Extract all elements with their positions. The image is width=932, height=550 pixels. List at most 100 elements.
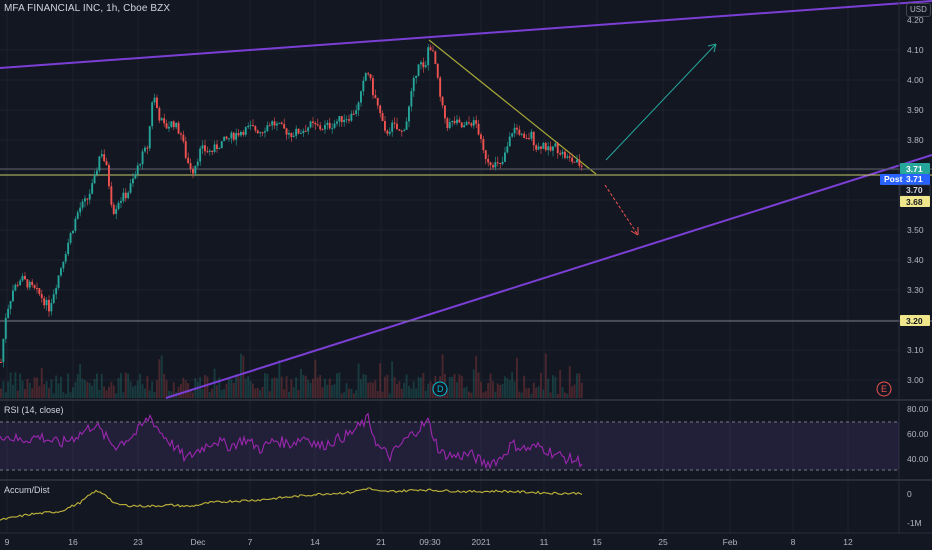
candle-body (72, 230, 74, 234)
price-axis-label: 3.10 (907, 345, 924, 355)
candle-body (302, 130, 305, 134)
volume-bar (112, 385, 115, 398)
accum-dist-line[interactable] (0, 487, 583, 521)
volume-bar (463, 388, 466, 398)
downtrend-line[interactable] (428, 39, 597, 175)
volume-bar (554, 376, 557, 398)
candle-body (482, 138, 485, 151)
volume-bar (300, 368, 302, 398)
candle-body (530, 131, 533, 139)
candle-body (453, 120, 456, 124)
volume-bar (266, 373, 269, 398)
channel-lower-line[interactable] (165, 154, 932, 399)
volume-bar (504, 376, 506, 398)
volume-bar (364, 374, 367, 398)
candle-body (187, 157, 190, 164)
earnings-marker[interactable]: E (876, 381, 892, 397)
volume-bar (388, 393, 391, 398)
candle-body (487, 159, 490, 163)
time-axis-label: Dec (190, 537, 206, 547)
candle-body (477, 123, 480, 135)
volume-bar (540, 372, 542, 398)
accum-axis-label: -1M (907, 518, 922, 528)
volume-bar (297, 390, 300, 398)
volume-bar (86, 381, 89, 398)
candle-body (295, 128, 298, 136)
candle-body (283, 124, 286, 129)
candle-body (372, 78, 374, 96)
volume-bar (254, 388, 257, 398)
currency-badge[interactable]: USD (906, 3, 931, 17)
volume-bar (398, 381, 401, 398)
candle-body (405, 121, 408, 130)
candle-body (64, 254, 67, 262)
dividend-marker[interactable]: D (432, 381, 448, 397)
volume-bar (523, 375, 526, 398)
volume-bar (88, 382, 91, 398)
volume-bar (153, 391, 156, 398)
candle-body (50, 303, 53, 312)
channel-upper-line[interactable] (0, 0, 932, 69)
volume-bar (566, 393, 569, 398)
candle-body (45, 299, 48, 306)
volume-bar (132, 386, 134, 398)
candle-body (120, 200, 122, 203)
volume-bar (410, 388, 413, 398)
bearish-arrow-line[interactable] (604, 184, 639, 236)
candle-body (516, 127, 518, 130)
bullish-arrow-line[interactable] (605, 43, 717, 161)
volume-bar (36, 377, 38, 398)
volume-bar (110, 381, 113, 398)
volume-bar (192, 392, 194, 398)
volume-bar (220, 389, 223, 398)
volume-bar (547, 378, 550, 398)
candle-body (398, 129, 401, 131)
volume-bar (480, 381, 482, 398)
candle-body (151, 102, 154, 127)
time-axis-label: 15 (592, 537, 602, 547)
candle-body (134, 174, 137, 179)
candle-body (307, 127, 310, 132)
candle-body (204, 145, 206, 152)
candle-body (578, 159, 581, 166)
accum-pane-label[interactable]: Accum/Dist (4, 485, 50, 495)
candle-body (566, 156, 569, 158)
volume-bar (33, 377, 36, 398)
candle-body (559, 153, 562, 155)
candle-body (153, 97, 156, 103)
volume-bar (256, 387, 259, 398)
volume-bar (576, 373, 578, 398)
candle-body (163, 118, 166, 124)
candle-body (422, 62, 425, 68)
candle-body (240, 132, 242, 136)
price-axis-label: 4.10 (907, 45, 924, 55)
price-tag-current-text: 3.71 (906, 164, 923, 174)
volume-bar (403, 382, 406, 398)
volume-bar (391, 361, 394, 398)
rsi-pane-label[interactable]: RSI (14, close) (4, 405, 64, 415)
volume-bar (98, 389, 101, 398)
time-axis-label: 9 (5, 537, 10, 547)
volume-bar (482, 392, 485, 398)
candle-body (288, 133, 290, 135)
rsi-line[interactable] (0, 412, 583, 470)
drawings (0, 0, 932, 399)
volume-bar (465, 386, 468, 398)
volume-bar (376, 390, 379, 398)
volume-bar (72, 387, 74, 398)
candle-body (309, 121, 312, 128)
candle-body (139, 164, 142, 166)
candle-body (244, 127, 247, 135)
candle-body (362, 80, 365, 92)
symbol-title[interactable]: MFA FINANCIAL INC, 1h, Cboe BZX (4, 3, 171, 14)
candle-body (189, 163, 192, 169)
candle-body (504, 152, 506, 162)
candle-body (393, 122, 396, 124)
candle-body (16, 284, 19, 286)
volume-bar (0, 388, 2, 398)
candle-body (410, 91, 413, 107)
volume-bar (484, 391, 487, 398)
candle-body (21, 275, 24, 281)
candle-body (451, 120, 454, 123)
